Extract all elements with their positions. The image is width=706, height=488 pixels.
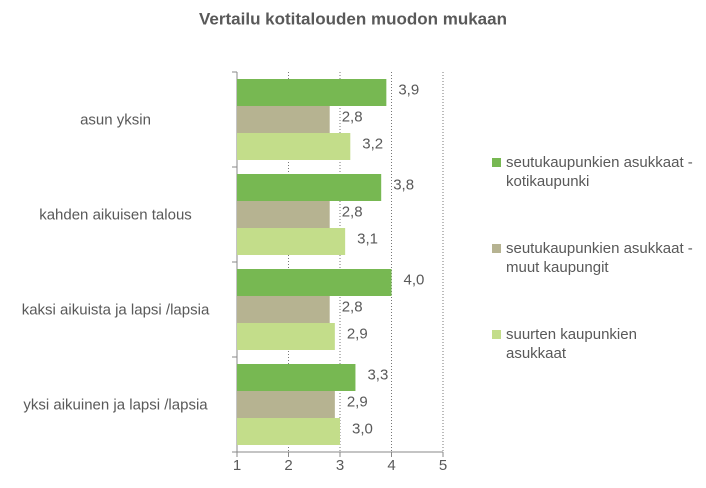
- bar: [237, 133, 351, 160]
- chart-title: Vertailu kotitalouden muodon mukaan: [199, 9, 507, 28]
- bar: [237, 106, 330, 133]
- bar: [237, 364, 356, 391]
- x-tick-label: 2: [284, 457, 292, 474]
- legend-entry: suurten kaupunkien asukkaat: [490, 325, 700, 363]
- bar: [237, 296, 330, 323]
- y-tick-label: yksi aikuinen ja lapsi /lapsia: [23, 396, 208, 413]
- bar: [237, 391, 335, 418]
- x-tick-label: 1: [233, 457, 241, 474]
- x-tick-label: 4: [387, 457, 395, 474]
- y-tick-label: kahden aikuisen talous: [39, 206, 192, 223]
- legend-swatch: [492, 330, 501, 339]
- legend-swatch: [492, 244, 501, 253]
- value-label: 4,0: [404, 271, 425, 288]
- value-label: 2,8: [342, 108, 363, 125]
- y-tick-label: asun yksin: [80, 111, 151, 128]
- value-label: 2,9: [347, 393, 368, 410]
- value-label: 2,8: [342, 298, 363, 315]
- bar: [237, 79, 387, 106]
- value-label: 3,8: [393, 176, 414, 193]
- y-tick-label: kaksi aikuista ja lapsi /lapsia: [21, 301, 210, 318]
- bar: [237, 269, 392, 296]
- x-tick-label: 3: [336, 457, 344, 474]
- value-label: 3,0: [352, 420, 373, 437]
- value-label: 3,9: [398, 81, 419, 98]
- value-label: 3,2: [362, 135, 383, 152]
- bar: [237, 228, 346, 255]
- legend-entry: seutukaupunkien asukkaat - muut kaupungi…: [490, 239, 700, 277]
- value-label: 2,9: [347, 325, 368, 342]
- bar: [237, 323, 335, 350]
- value-label: 2,8: [342, 203, 363, 220]
- value-label: 3,1: [357, 230, 378, 247]
- bar: [237, 174, 382, 201]
- bar: [237, 201, 330, 228]
- bar: [237, 418, 340, 445]
- legend-swatch: [492, 158, 501, 167]
- x-tick-label: 5: [439, 457, 447, 474]
- legend-entry: seutukaupunkien asukkaat - kotikaupunki: [490, 153, 700, 191]
- value-label: 3,3: [367, 366, 388, 383]
